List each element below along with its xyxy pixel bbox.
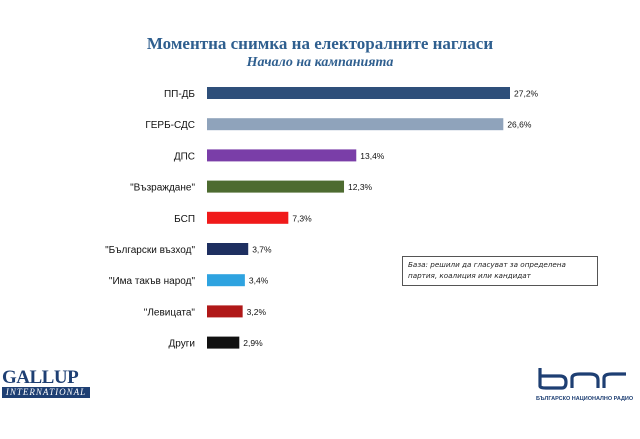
- category-label: "Левицата": [144, 307, 196, 318]
- bar: [207, 336, 240, 349]
- bar: [207, 305, 243, 318]
- value-label: 3,2%: [247, 307, 267, 317]
- bar: [207, 87, 510, 99]
- category-label: "Има такъв народ": [109, 276, 196, 287]
- bnr-logo-mark: [538, 368, 626, 390]
- bar: [207, 243, 249, 255]
- bar: [207, 274, 245, 287]
- value-label: 3,7%: [252, 245, 272, 255]
- bar: [207, 211, 289, 224]
- category-label: ДПС: [174, 151, 195, 162]
- bar: [207, 149, 357, 162]
- gallup-logo-subtext: INTERNATIONAL: [2, 387, 90, 398]
- category-label: "Възраждане": [130, 183, 195, 194]
- bnr-logo: БЪЛГАРСКО НАЦИОНАЛНО РАДИО: [536, 366, 636, 402]
- value-label: 26,6%: [507, 120, 532, 130]
- category-label: ГЕРБ-СДС: [145, 120, 195, 131]
- chart-subtitle: Начало на кампанията: [246, 55, 394, 70]
- value-label: 3,4%: [249, 276, 269, 286]
- value-label: 2,9%: [243, 338, 263, 348]
- value-label: 7,3%: [292, 213, 312, 223]
- value-label: 12,3%: [348, 182, 373, 192]
- category-label: БСП: [174, 214, 195, 225]
- bar: [207, 118, 504, 131]
- gallup-logo-text: GALLUP: [2, 367, 79, 388]
- category-label: Други: [169, 339, 195, 350]
- gallup-logo: GALLUP INTERNATIONAL: [0, 368, 96, 398]
- bar: [207, 180, 345, 193]
- base-note: База: решили да гласуват за определена п…: [402, 256, 598, 286]
- category-label: "Български възход": [105, 245, 195, 256]
- bnr-logo-subtext: БЪЛГАРСКО НАЦИОНАЛНО РАДИО: [536, 396, 634, 402]
- chart-title: Моментна снимка на електоралните нагласи: [146, 34, 494, 53]
- category-label: ПП-ДБ: [164, 89, 195, 100]
- value-label: 13,4%: [360, 151, 385, 161]
- value-label: 27,2%: [514, 89, 539, 99]
